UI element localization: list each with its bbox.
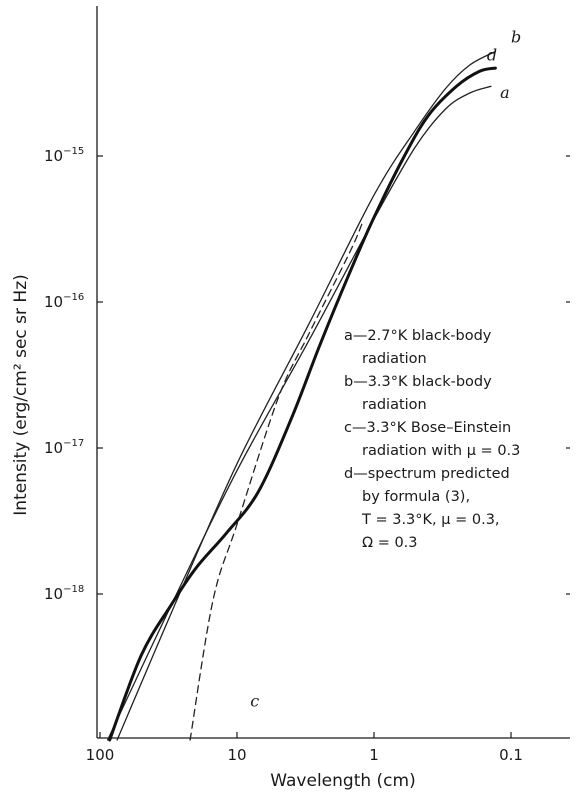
x-tick-label: 10 [227, 746, 246, 764]
legend-line: d—spectrum predicted [344, 466, 510, 482]
curve-label-c: c [250, 691, 259, 710]
series-b-line [116, 50, 497, 741]
curves-layer [106, 50, 497, 742]
ticks-layer: 100 10 1 0.1 10−15 10−16 10−17 10−18 [44, 146, 570, 764]
curve-label-d: d [487, 46, 497, 65]
y-axis-title: Intensity (erg/cm² sec sr Hz) [11, 274, 31, 515]
legend-line: by formula (3), [362, 489, 470, 505]
curve-label-b: b [511, 27, 521, 46]
legend-line: radiation with μ = 0.3 [362, 443, 520, 459]
legend-line: Ω = 0.3 [362, 535, 418, 551]
x-axis-title: Wavelength (cm) [270, 771, 415, 791]
y-tick-label: 10−18 [44, 584, 84, 603]
curve-label-a: a [500, 83, 510, 102]
y-tick-label: 10−15 [44, 146, 84, 165]
legend-line: a—2.7°K black-body [344, 328, 492, 344]
x-tick-label: 0.1 [499, 746, 523, 764]
series-c-line [189, 220, 364, 741]
curve-labels-layer: a bd c [250, 27, 521, 710]
y-tick-label: 10−17 [44, 438, 84, 457]
legend-line: radiation [362, 351, 427, 367]
legend-line: b—3.3°K black-body [344, 374, 492, 390]
plot-frame [96, 6, 570, 739]
x-tick-label: 1 [369, 746, 379, 764]
legend-line: c—3.3°K Bose–Einstein [344, 420, 511, 436]
x-tick-label: 100 [86, 746, 115, 764]
series-d-line [108, 66, 497, 742]
series-a-line [106, 85, 492, 741]
legend: a—2.7°K black-body radiation b—3.3°K black… [344, 328, 520, 551]
legend-line: radiation [362, 397, 427, 413]
legend-line: T = 3.3°K, μ = 0.3, [361, 512, 500, 528]
y-tick-label: 10−16 [44, 292, 84, 311]
